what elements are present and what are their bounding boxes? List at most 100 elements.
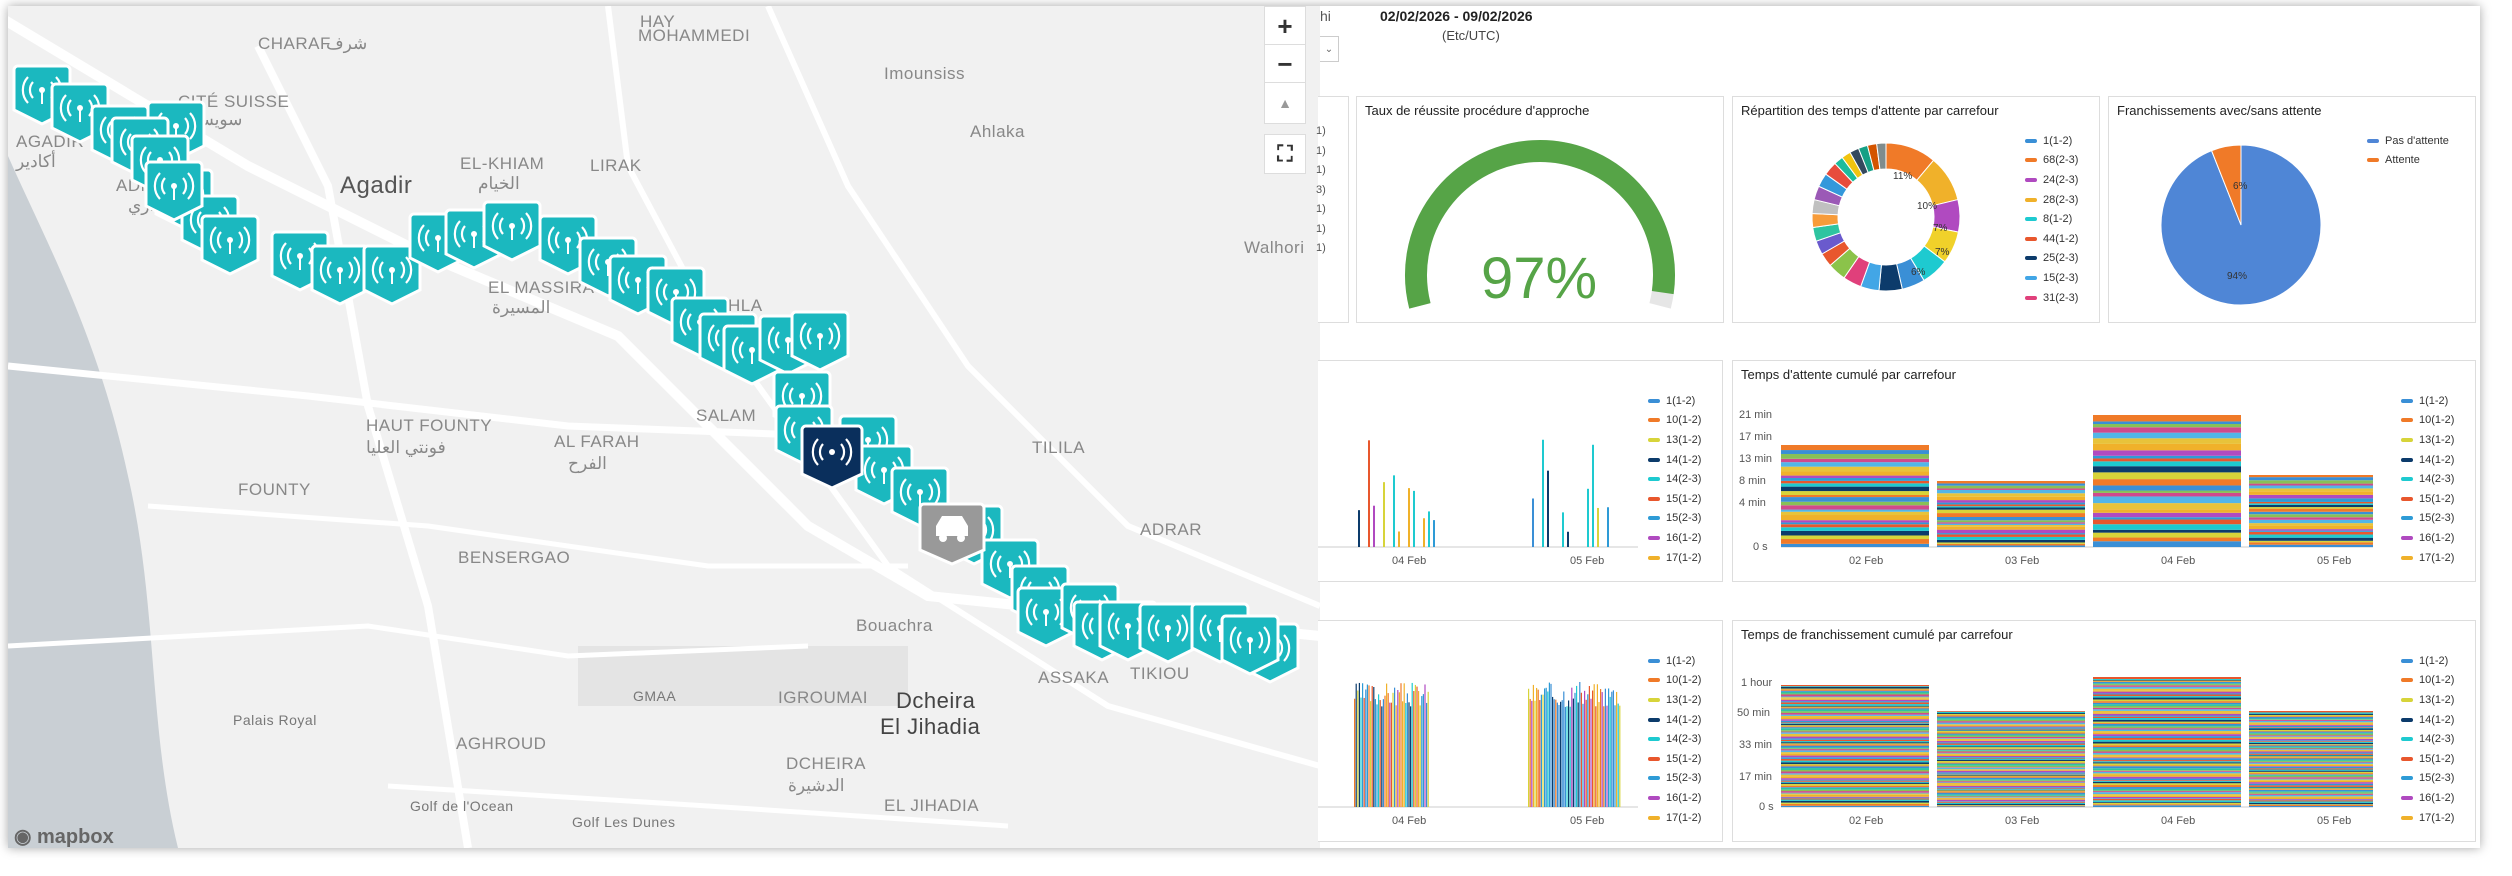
- stack-segment[interactable]: [2093, 682, 2241, 684]
- legend-item[interactable]: 13(1-2): [1648, 690, 1701, 710]
- bar[interactable]: [1544, 688, 1546, 807]
- stack-segment[interactable]: [2249, 729, 2373, 732]
- bar[interactable]: [1382, 699, 1384, 807]
- legend-item[interactable]: 1(1-2): [2401, 391, 2454, 411]
- stack-segment[interactable]: [2249, 480, 2373, 484]
- stack-segment[interactable]: [2249, 758, 2373, 760]
- stack-segment[interactable]: [1937, 805, 2085, 806]
- stack-segment[interactable]: [1937, 792, 2085, 795]
- stack-segment[interactable]: [1937, 763, 2085, 765]
- stack-segment[interactable]: [2093, 532, 2241, 538]
- stack-segment[interactable]: [1781, 787, 1929, 790]
- stack-segment[interactable]: [1781, 693, 1929, 695]
- map-view[interactable]: CHARAF شرف HAY MOHAMMEDI CITÉ SUISSE سويس AGAD…: [8, 6, 1320, 848]
- stack-segment[interactable]: [2093, 684, 2241, 686]
- stack-segment[interactable]: [2093, 690, 2241, 692]
- stack-segment[interactable]: [2093, 743, 2241, 746]
- stack-segment[interactable]: [1937, 784, 2085, 786]
- stack-segment[interactable]: [1937, 507, 2085, 510]
- stack-segment[interactable]: [2093, 781, 2241, 784]
- legend-item[interactable]: 15(1-2): [2401, 749, 2454, 769]
- stack-segment[interactable]: [2093, 719, 2241, 722]
- stack-segment[interactable]: [1937, 789, 2085, 791]
- stack-segment[interactable]: [2093, 752, 2241, 755]
- stack-segment[interactable]: [1937, 711, 2085, 712]
- stack-segment[interactable]: [2249, 752, 2373, 754]
- legend-item[interactable]: Attente: [2367, 151, 2449, 171]
- bar[interactable]: [1585, 699, 1587, 807]
- stack-segment[interactable]: [1781, 701, 1929, 703]
- stack-segment[interactable]: [1781, 497, 1929, 502]
- bar[interactable]: [1553, 699, 1555, 807]
- stack-segment[interactable]: [2249, 801, 2373, 803]
- stack-segment[interactable]: [1781, 787, 1929, 788]
- stack-segment[interactable]: [1937, 545, 2085, 547]
- stack-segment[interactable]: [1937, 767, 2085, 768]
- stack-segment[interactable]: [2249, 777, 2373, 779]
- stack-segment[interactable]: [2249, 501, 2373, 504]
- stack-segment[interactable]: [1937, 801, 2085, 803]
- stack-segment[interactable]: [2093, 756, 2241, 758]
- tab-partial-label[interactable]: hi: [1320, 8, 1331, 24]
- legend-item[interactable]: 15(2-3): [2025, 268, 2078, 288]
- stack-segment[interactable]: [1937, 502, 2085, 505]
- stack-segment[interactable]: [1937, 715, 2085, 717]
- stack-segment[interactable]: [2093, 704, 2241, 706]
- stack-segment[interactable]: [2249, 728, 2373, 730]
- stack-segment[interactable]: [1937, 806, 2085, 807]
- bar[interactable]: [1394, 687, 1396, 807]
- legend-item[interactable]: 17(1-2): [2401, 548, 2454, 568]
- stack-segment[interactable]: [2093, 731, 2241, 733]
- stack-segment[interactable]: [2093, 751, 2241, 753]
- stack-segment[interactable]: [1937, 711, 2085, 714]
- stack-segment[interactable]: [2093, 778, 2241, 781]
- pie-slice[interactable]: [2210, 144, 2242, 226]
- stack-segment[interactable]: [2249, 485, 2373, 489]
- stack-segment[interactable]: [1937, 726, 2085, 728]
- legend-item[interactable]: Pas d'attente: [2367, 131, 2449, 151]
- stack-segment[interactable]: [1781, 720, 1929, 723]
- stack-segment[interactable]: [2249, 785, 2373, 787]
- stack-segment[interactable]: [1781, 515, 1929, 521]
- stack-segment[interactable]: [2093, 679, 2241, 681]
- stack-segment[interactable]: [2249, 722, 2373, 724]
- stack-segment[interactable]: [2093, 783, 2241, 786]
- stack-segment[interactable]: [1937, 777, 2085, 780]
- stack-segment[interactable]: [1937, 782, 2085, 785]
- stack-segment[interactable]: [2249, 761, 2373, 763]
- stack-segment[interactable]: [2249, 714, 2373, 717]
- legend-item[interactable]: 15(1-2): [2401, 489, 2454, 509]
- stack-segment[interactable]: [2249, 727, 2373, 729]
- legend-item[interactable]: 15(2-3): [2401, 509, 2454, 529]
- stack-segment[interactable]: [1937, 802, 2085, 805]
- stack-segment[interactable]: [2093, 685, 2241, 687]
- stack-segment[interactable]: [1937, 787, 2085, 789]
- bar[interactable]: [1410, 706, 1412, 807]
- stack-segment[interactable]: [1781, 796, 1929, 798]
- legend-item[interactable]: 17(1-2): [1648, 808, 1701, 828]
- bar[interactable]: [1427, 691, 1429, 807]
- bar[interactable]: [1395, 705, 1397, 807]
- stack-segment[interactable]: [2093, 503, 2241, 510]
- stack-segment[interactable]: [1937, 718, 2085, 720]
- stack-segment[interactable]: [2249, 503, 2373, 505]
- stack-segment[interactable]: [2249, 477, 2373, 481]
- stack-segment[interactable]: [1781, 736, 1929, 739]
- stack-segment[interactable]: [1937, 805, 2085, 807]
- stack-segment[interactable]: [2249, 746, 2373, 748]
- stack-segment[interactable]: [1781, 494, 1929, 498]
- stack-segment[interactable]: [2249, 519, 2373, 524]
- bar[interactable]: [1408, 702, 1410, 807]
- stack-segment[interactable]: [1781, 696, 1929, 698]
- stack-segment[interactable]: [1937, 730, 2085, 731]
- legend-item[interactable]: 15(2-3): [1648, 509, 1701, 529]
- stack-segment[interactable]: [2249, 800, 2373, 802]
- stack-segment[interactable]: [1937, 481, 2085, 484]
- bar[interactable]: [1567, 531, 1569, 547]
- stack-segment[interactable]: [1781, 707, 1929, 709]
- bar[interactable]: [1531, 700, 1533, 807]
- legend-item[interactable]: 14(1-2): [1648, 710, 1701, 730]
- stack-segment[interactable]: [1937, 719, 2085, 722]
- stack-segment[interactable]: [2249, 751, 2373, 753]
- bar[interactable]: [1402, 701, 1404, 807]
